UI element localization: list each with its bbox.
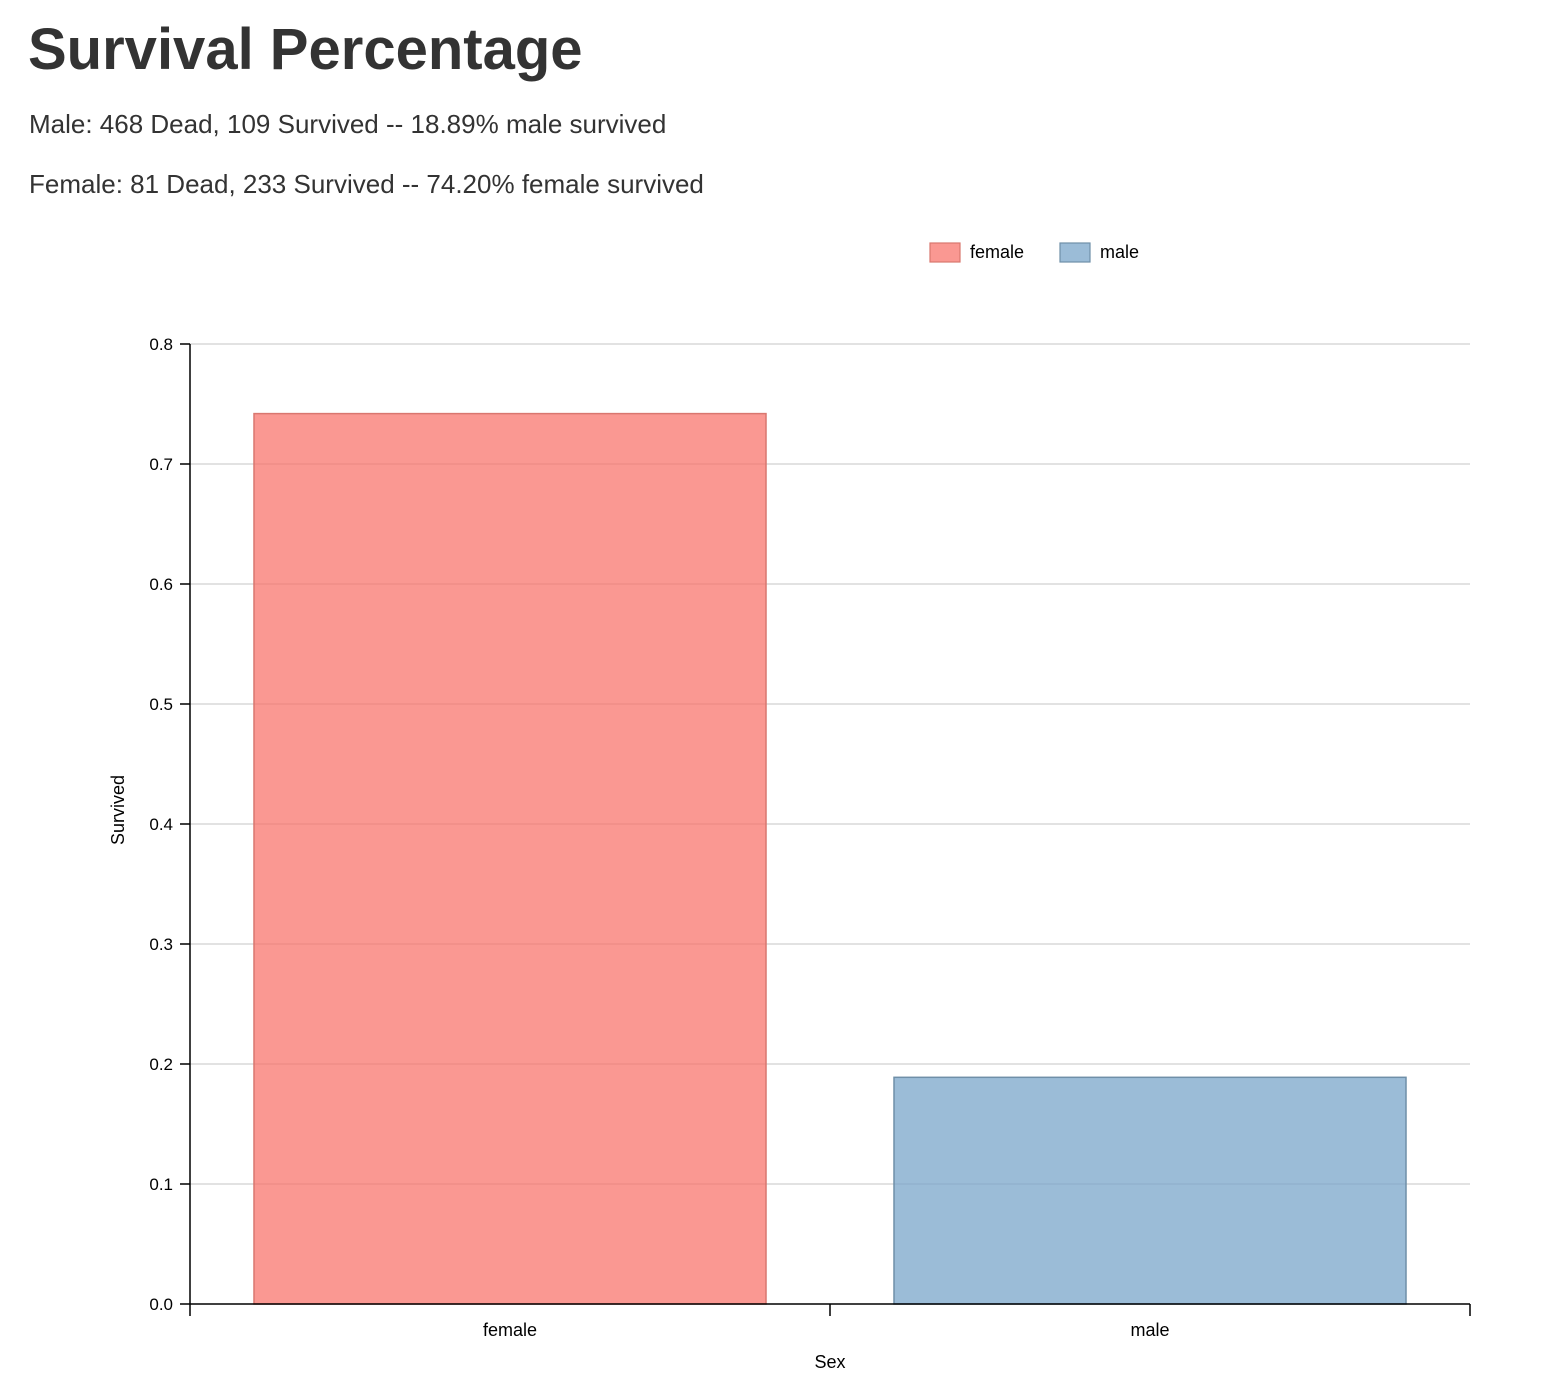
legend-swatch-male [1059, 242, 1091, 263]
y-tick-label: 0.0 [149, 1295, 173, 1314]
y-tick-label: 0.3 [149, 935, 173, 954]
legend: female male [929, 242, 1139, 263]
y-tick-label: 0.1 [149, 1175, 173, 1194]
y-tick-label: 0.2 [149, 1055, 173, 1074]
axes: 0.0 0.1 0.2 0.3 0.4 0.5 0.6 0.7 0.8 female male [149, 335, 1471, 1340]
y-tick-label: 0.4 [149, 815, 173, 834]
bars [253, 412, 1407, 1305]
y-tick-label: 0.7 [149, 455, 173, 474]
y-tick-label: 0.8 [149, 335, 173, 354]
bar-male [893, 1076, 1407, 1305]
legend-swatch-female [929, 242, 961, 263]
page-title: Survival Percentage [28, 17, 583, 82]
legend-label-male: male [1100, 242, 1139, 262]
x-tick-label: female [483, 1320, 537, 1340]
x-axis-label: Sex [814, 1352, 845, 1372]
y-tick-label: 0.6 [149, 575, 173, 594]
summary-male: Male: 468 Dead, 109 Survived -- 18.89% m… [29, 109, 667, 139]
y-axis-label: Survived [108, 775, 128, 845]
bar-female [253, 412, 767, 1305]
x-tick-label: male [1130, 1320, 1169, 1340]
y-tick-label: 0.5 [149, 695, 173, 714]
legend-label-female: female [970, 242, 1024, 262]
summary-female: Female: 81 Dead, 233 Survived -- 74.20% … [29, 169, 704, 199]
